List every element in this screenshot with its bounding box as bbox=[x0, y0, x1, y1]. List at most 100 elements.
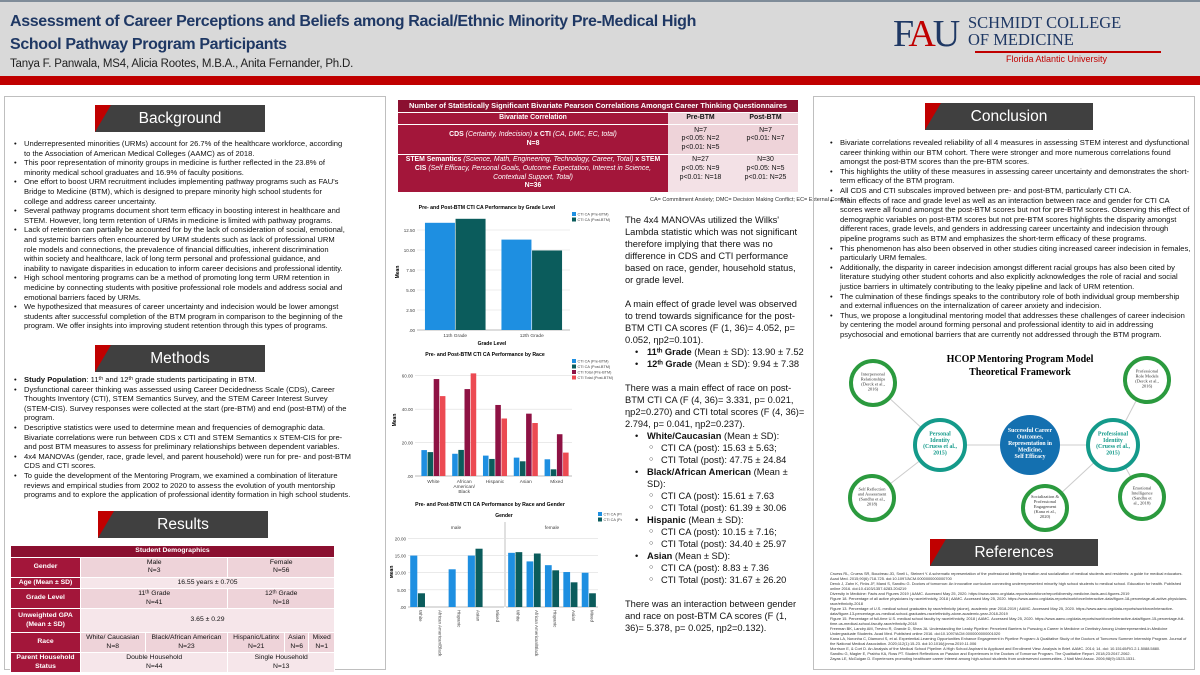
grade-list: 11ᵗʰ Grade (Mean ± SD): 13.90 ± 7.5212ᵗʰ… bbox=[625, 346, 805, 370]
y-tick-label: .00 bbox=[400, 605, 407, 610]
x-tick-label: Hispanic bbox=[457, 610, 462, 628]
legend-swatch bbox=[572, 217, 576, 222]
x-tick-label: Asian bbox=[476, 610, 481, 622]
conclusion-heading: Conclusion bbox=[925, 103, 1093, 130]
row-label: Age (Mean ± SD) bbox=[10, 576, 81, 589]
framework-subtitle: Theoretical Framework bbox=[969, 367, 1071, 378]
authors: Tanya F. Panwala, MS4, Alicia Rootes, M.… bbox=[10, 58, 354, 70]
x-tick-label: Mixed bbox=[495, 610, 500, 623]
bar bbox=[589, 593, 596, 607]
reference-item: Sandhu G, Magler E, Prabhu KA, Ross PT. … bbox=[830, 651, 1131, 656]
list-item-bold: Asian bbox=[647, 551, 673, 561]
y-tick-label: 20.00 bbox=[402, 441, 414, 446]
legend-label: CTI CA (Post-BTM) bbox=[604, 518, 623, 522]
legend-label: CTI Total (Post-BTM) bbox=[578, 376, 614, 380]
framework-title: HCOP Mentoring Program Model bbox=[947, 354, 1094, 365]
cell: Female N=56 bbox=[227, 556, 335, 578]
list-item-bold: White/Caucasian bbox=[647, 431, 722, 441]
bar bbox=[501, 239, 532, 330]
chart-title: Pre- and Post-BTM CTI CA Performance by … bbox=[419, 205, 556, 211]
sub-list-item: CTI Total (post): 34.40 ± 25.97 bbox=[625, 538, 805, 550]
list-item: Asian (Mean ± SD): bbox=[625, 550, 805, 562]
list-item: 4x4 MANOVAs (gender, race, grade level, … bbox=[12, 452, 352, 471]
bar bbox=[475, 548, 483, 607]
framework-node-role-models bbox=[1123, 356, 1171, 404]
bar bbox=[513, 457, 520, 476]
bar bbox=[433, 379, 440, 476]
bar bbox=[410, 555, 418, 607]
framework-node-label: Socialization & Professional Engagement (Ka… bbox=[1031, 494, 1060, 519]
list-item: Underrepresented minorities (URMs) accou… bbox=[12, 139, 347, 158]
references-heading: References bbox=[930, 539, 1098, 566]
post-btm-cell: N=30 p<0.05: N=5 p<0.01: N=25 bbox=[733, 154, 798, 194]
framework-node-label: Emotional Intelligence (Sandhu et al., 2018… bbox=[1131, 486, 1152, 507]
list-item: This highlights the utility of these mea… bbox=[828, 167, 1193, 186]
bar bbox=[458, 449, 464, 476]
chart-title: Pre- and Post-BTM CTI CA Performance by … bbox=[415, 502, 565, 508]
legend-label: CTI Total (Pre-BTM) bbox=[578, 371, 613, 375]
framework-node-center bbox=[1000, 415, 1060, 475]
legend-label: CTI CA (Post-BTM) bbox=[578, 365, 611, 369]
poster-header: Assessment of Career Perceptions and Bel… bbox=[0, 0, 1200, 76]
legend-swatch bbox=[572, 212, 576, 216]
x-axis-label: Grade Level bbox=[478, 341, 507, 345]
row-label: Gender bbox=[10, 556, 81, 578]
list-item: Bivariate correlations revealed reliabil… bbox=[828, 138, 1193, 167]
list-item: This phenomenon has also been observed i… bbox=[828, 244, 1193, 263]
list-item: All CDS and CTI subscales improved betwe… bbox=[828, 186, 1193, 196]
fau-logo: FAU bbox=[893, 13, 960, 55]
pre-btm-cell: N=27 p<0.05: N=9 p<0.01: N=18 bbox=[668, 154, 733, 194]
background-heading-text: Background bbox=[138, 109, 222, 127]
col-header: Post-BTM bbox=[733, 112, 798, 126]
bar bbox=[439, 396, 446, 476]
sub-list-item: CTI CA (post): 15.63 ± 5.63; bbox=[625, 442, 805, 454]
list-item-bold: Black/African American bbox=[647, 467, 752, 477]
legend-label: CTI CA (Pre-BTM) bbox=[604, 513, 623, 517]
bar bbox=[532, 423, 538, 476]
bar bbox=[452, 453, 458, 476]
correlation-footnote: CA= Commitment Anxiety; DMC= Decision Ma… bbox=[650, 197, 849, 203]
chart-race: Pre- and Post-BTM CTI CA Performance by … bbox=[392, 352, 614, 493]
bar bbox=[455, 218, 486, 330]
y-tick-label: 10.00 bbox=[404, 248, 416, 253]
list-item-bold: Study Population bbox=[24, 375, 87, 384]
y-axis-label: Mean bbox=[392, 414, 398, 427]
bar bbox=[552, 570, 560, 607]
correlation-label: STEM Semantics (Science, Math, Engineeri… bbox=[398, 154, 668, 194]
legend-swatch bbox=[572, 364, 576, 369]
x-tick-label: Asian bbox=[520, 479, 532, 485]
list-item-bold: Hispanic bbox=[647, 515, 686, 525]
cell: Mixed N=1 bbox=[308, 632, 335, 653]
framework-node-label: Personal Identity (Cruess et al., 2015) bbox=[923, 431, 957, 456]
demographics-title: Student Demographics bbox=[10, 545, 335, 558]
list-item: Descriptive statistics were used to dete… bbox=[12, 423, 352, 452]
background-heading: Background bbox=[95, 105, 265, 132]
sub-list-item: CTI CA (post): 15.61 ± 7.63 bbox=[625, 490, 805, 502]
bar bbox=[417, 593, 425, 607]
y-axis-label: Mean bbox=[395, 266, 401, 279]
row-label: Race bbox=[10, 632, 81, 653]
y-tick-label: 12.50 bbox=[404, 228, 416, 233]
x-tick-label: Hispanic bbox=[553, 610, 558, 628]
list-item: Dysfunctional career thinking was assess… bbox=[12, 385, 352, 423]
conclusion-list: Bivariate correlations revealed reliabil… bbox=[828, 138, 1193, 339]
bar bbox=[544, 565, 552, 607]
background-list: Underrepresented minorities (URMs) accou… bbox=[12, 139, 347, 331]
x-tick-label: Mixed bbox=[550, 479, 563, 485]
poster-title-line-1: Assessment of Career Perceptions and Bel… bbox=[10, 13, 697, 30]
bar bbox=[489, 458, 495, 476]
bar bbox=[526, 413, 532, 476]
facet-label: female bbox=[545, 525, 560, 531]
legend-swatch bbox=[572, 375, 576, 380]
cell: Asian N=6 bbox=[283, 632, 310, 653]
list-item: White/Caucasian (Mean ± SD): bbox=[625, 430, 805, 442]
list-item-bold: 11ᵗʰ Grade bbox=[647, 347, 692, 357]
interaction-paragraph: There was an interaction between gender … bbox=[625, 599, 797, 633]
row-label: Parent Household Status bbox=[10, 652, 81, 673]
header-accent-bar bbox=[0, 76, 1200, 85]
y-tick-label: 15.00 bbox=[395, 554, 407, 559]
demographics-table: Student Demographics Gender Male N=3 Fema… bbox=[10, 545, 335, 673]
methods-list: Study Population: 11ᵗʰ and 12ᵗʰ grade st… bbox=[12, 375, 352, 500]
y-tick-label: 5.00 bbox=[406, 288, 415, 293]
logo-divider bbox=[975, 51, 1161, 53]
